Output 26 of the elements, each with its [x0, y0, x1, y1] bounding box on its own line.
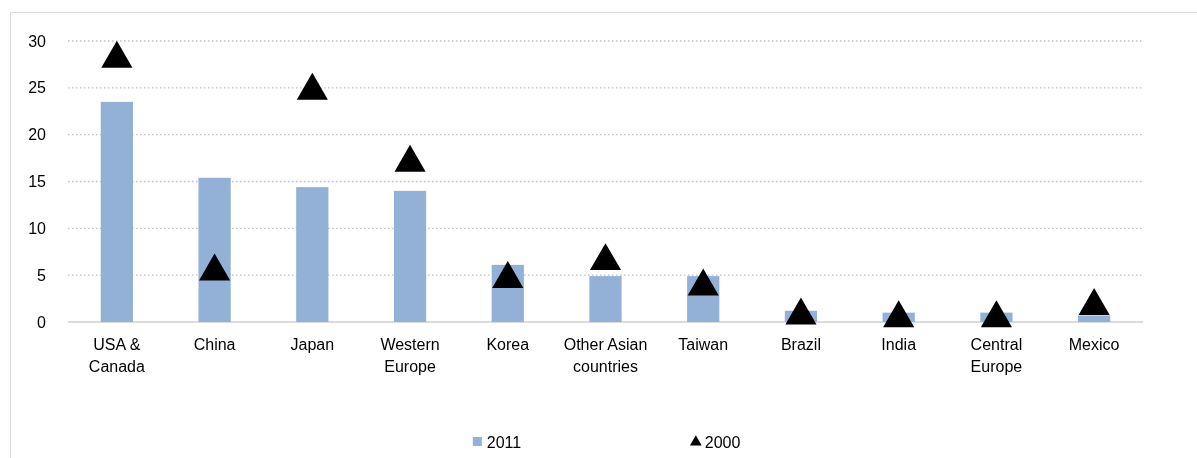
x-tick-label: Other Asian countries: [563, 336, 648, 375]
x-tick-label: Taiwan: [678, 336, 729, 353]
bar: [296, 187, 329, 322]
x-tick-label: Korea: [486, 336, 530, 353]
legend-label: 2011: [486, 433, 522, 451]
y-tick-label: 25: [28, 79, 47, 97]
bar: [393, 190, 427, 322]
y-tick-label: 20: [28, 126, 47, 144]
y-tick-label: 15: [28, 173, 47, 191]
x-tick-label: Central Europe: [970, 336, 1023, 375]
y-tick-label: 10: [28, 219, 47, 237]
bar: [198, 177, 231, 322]
y-tick-label: 30: [28, 32, 47, 50]
bar: [589, 276, 622, 322]
x-tick-label: China: [193, 336, 236, 353]
x-tick-label: Japan: [290, 336, 335, 353]
x-tick-label: Western Europe: [380, 336, 440, 375]
y-tick-label: 0: [37, 313, 47, 331]
x-tick-label: India: [881, 336, 917, 353]
y-tick-label: 5: [37, 266, 47, 284]
bar: [1078, 315, 1111, 322]
x-tick-label: Brazil: [780, 336, 821, 353]
bar: [100, 101, 133, 322]
x-tick-label: Mexico: [1068, 336, 1120, 353]
x-tick-label: USA & Canada: [88, 336, 145, 375]
legend-label: 2000: [704, 433, 741, 451]
